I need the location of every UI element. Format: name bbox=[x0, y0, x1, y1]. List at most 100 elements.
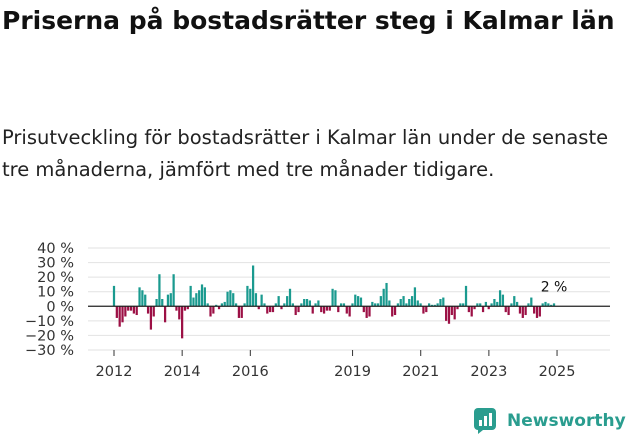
bar bbox=[416, 300, 419, 307]
bar bbox=[325, 306, 329, 311]
bar bbox=[266, 306, 269, 314]
bar bbox=[138, 287, 141, 307]
bar bbox=[172, 274, 175, 307]
bar bbox=[487, 306, 490, 310]
bar bbox=[402, 296, 405, 307]
bar bbox=[303, 299, 306, 307]
bar bbox=[498, 290, 502, 307]
bar bbox=[217, 306, 221, 310]
page-title: Priserna på bostadsrätter steg i Kalmar … bbox=[2, 6, 615, 35]
bar bbox=[263, 303, 266, 307]
bar bbox=[192, 297, 195, 307]
bar bbox=[552, 303, 556, 307]
bar bbox=[447, 306, 451, 324]
bar bbox=[374, 303, 377, 307]
y-tick-label: 20 % bbox=[37, 270, 74, 286]
bar bbox=[376, 303, 380, 307]
y-tick-label: −10 % bbox=[25, 314, 74, 330]
bar bbox=[280, 306, 283, 310]
bar bbox=[124, 306, 127, 317]
bar bbox=[181, 306, 184, 339]
bar bbox=[516, 301, 519, 307]
y-tick-label: −30 % bbox=[25, 343, 74, 359]
bar bbox=[269, 306, 272, 313]
bar bbox=[535, 306, 539, 318]
bar bbox=[200, 284, 204, 307]
bar bbox=[359, 297, 363, 307]
bar bbox=[427, 303, 431, 307]
bar bbox=[288, 288, 292, 307]
bar bbox=[436, 303, 439, 307]
bar bbox=[345, 306, 348, 314]
bar bbox=[112, 285, 116, 307]
bar bbox=[331, 288, 334, 307]
bar bbox=[297, 306, 300, 313]
bar bbox=[510, 303, 513, 307]
bar bbox=[527, 303, 530, 307]
x-tick-label: 2021 bbox=[402, 364, 439, 380]
bar bbox=[544, 301, 547, 307]
x-tick-label: 2019 bbox=[334, 364, 371, 380]
bar bbox=[334, 290, 337, 307]
x-tick-label: 2016 bbox=[232, 364, 269, 380]
bar bbox=[541, 303, 544, 307]
bar bbox=[393, 306, 397, 316]
bar bbox=[470, 306, 473, 317]
bar bbox=[337, 306, 340, 313]
bar bbox=[212, 306, 215, 314]
y-tick-label: 40 % bbox=[37, 241, 74, 257]
bar bbox=[127, 306, 130, 311]
bar bbox=[243, 303, 246, 307]
bar bbox=[507, 306, 510, 316]
bar bbox=[209, 306, 212, 317]
bar bbox=[246, 285, 249, 307]
bar bbox=[464, 285, 468, 307]
bar bbox=[484, 301, 488, 307]
x-tick-label: 2012 bbox=[96, 364, 133, 380]
bar bbox=[291, 303, 294, 307]
y-tick-label: 30 % bbox=[37, 256, 74, 272]
bar bbox=[476, 303, 479, 307]
bar bbox=[320, 306, 323, 313]
bar bbox=[422, 306, 425, 314]
newsworthy-logo-icon bbox=[474, 408, 496, 434]
bar bbox=[308, 300, 311, 307]
bar bbox=[274, 303, 277, 307]
bar bbox=[226, 291, 229, 307]
bar bbox=[342, 303, 346, 307]
bar bbox=[305, 299, 309, 307]
bar bbox=[379, 296, 382, 307]
bar bbox=[547, 303, 550, 307]
bar bbox=[203, 287, 206, 307]
bar bbox=[189, 285, 192, 307]
bar bbox=[300, 303, 303, 307]
bar bbox=[473, 306, 476, 310]
page-subtitle: Prisutveckling för bostadsrätter i Kalma… bbox=[2, 126, 609, 181]
bar bbox=[357, 296, 360, 307]
bar bbox=[155, 299, 158, 307]
bar bbox=[294, 306, 297, 316]
bar bbox=[419, 303, 422, 307]
bar bbox=[493, 299, 496, 307]
bar bbox=[271, 306, 275, 313]
bar bbox=[175, 306, 178, 311]
bar bbox=[365, 306, 368, 318]
bar bbox=[481, 306, 485, 313]
bar bbox=[251, 265, 255, 307]
bar bbox=[198, 290, 201, 307]
bar bbox=[317, 300, 320, 307]
bar bbox=[144, 294, 147, 307]
bar bbox=[382, 288, 385, 307]
bar bbox=[260, 294, 263, 307]
x-tick-label: 2014 bbox=[164, 364, 201, 380]
bar-chart: 40 %30 %20 %10 %0 %−10 %−20 %−30 % 2012 20… bbox=[25, 241, 610, 380]
bar bbox=[399, 299, 402, 307]
bar bbox=[550, 304, 553, 307]
bar bbox=[206, 303, 209, 307]
bar bbox=[118, 306, 121, 327]
bar bbox=[277, 296, 280, 307]
bar bbox=[178, 306, 181, 320]
bar bbox=[442, 297, 445, 307]
bar bbox=[152, 306, 155, 317]
bar bbox=[439, 299, 442, 307]
